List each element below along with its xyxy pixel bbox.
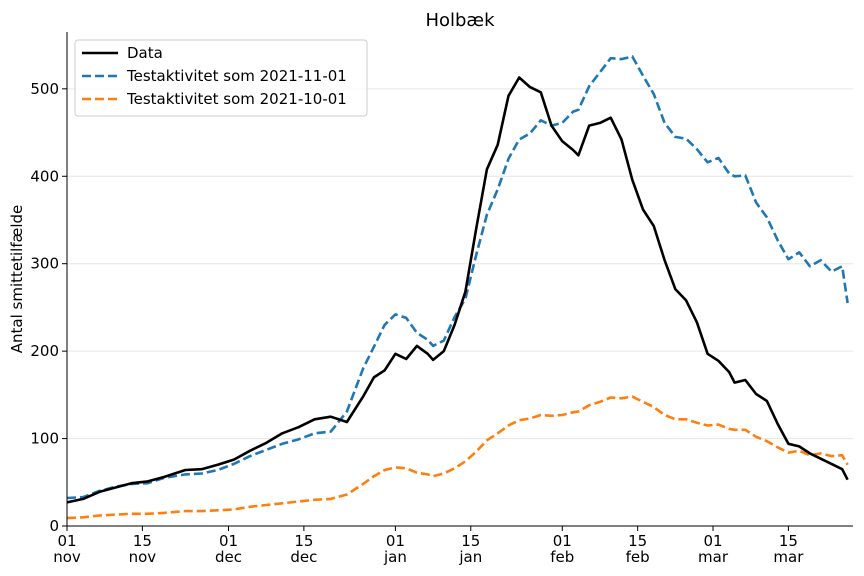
x-tick-month: nov: [129, 548, 157, 566]
y-axis-label: Antal smittetilfælde: [8, 205, 26, 354]
y-tick-label: 0: [49, 517, 59, 535]
series-line-2: [66, 395, 849, 520]
x-tick-month: mar: [698, 548, 729, 566]
x-tick-day: 01: [553, 532, 572, 550]
x-tick-day: 01: [57, 532, 76, 550]
series-layer: [66, 55, 849, 520]
x-tick-month: jan: [458, 548, 482, 566]
x-tick-month: feb: [550, 548, 574, 566]
x-tick-day: 15: [628, 532, 647, 550]
x-tick-day: 15: [294, 532, 313, 550]
x-tick-day: 15: [461, 532, 480, 550]
legend-label-1: Testaktivitet som 2021-11-01: [126, 67, 347, 85]
grid-lines: [67, 88, 853, 440]
x-tick-day: 01: [703, 532, 722, 550]
y-ticks: 0 100 200 300 400 500: [30, 80, 67, 535]
x-tick-day: 01: [386, 532, 405, 550]
legend-label-0: Data: [127, 44, 163, 62]
x-ticks: 01nov15nov01dec15dec01jan15jan01feb15feb…: [53, 526, 804, 566]
series-line-1: [66, 55, 849, 500]
x-tick-day: 15: [133, 532, 152, 550]
x-tick-month: jan: [383, 548, 407, 566]
x-tick-month: feb: [626, 548, 650, 566]
x-tick-month: dec: [290, 548, 317, 566]
chart-title: Holbæk: [425, 10, 495, 31]
legend: Data Testaktivitet som 2021-11-01 Testakti…: [74, 39, 368, 117]
x-tick-day: 01: [219, 532, 238, 550]
legend-label-2: Testaktivitet som 2021-10-01: [126, 90, 347, 108]
y-tick-label: 500: [30, 80, 59, 98]
series-line-0: [66, 76, 849, 504]
x-tick-month: nov: [53, 548, 81, 566]
y-tick-label: 300: [30, 255, 59, 273]
y-tick-label: 100: [30, 430, 59, 448]
y-tick-label: 400: [30, 167, 59, 185]
x-tick-month: dec: [215, 548, 242, 566]
x-tick-day: 15: [779, 532, 798, 550]
y-tick-label: 200: [30, 342, 59, 360]
legend-box: [74, 39, 368, 117]
x-tick-month: mar: [773, 548, 804, 566]
